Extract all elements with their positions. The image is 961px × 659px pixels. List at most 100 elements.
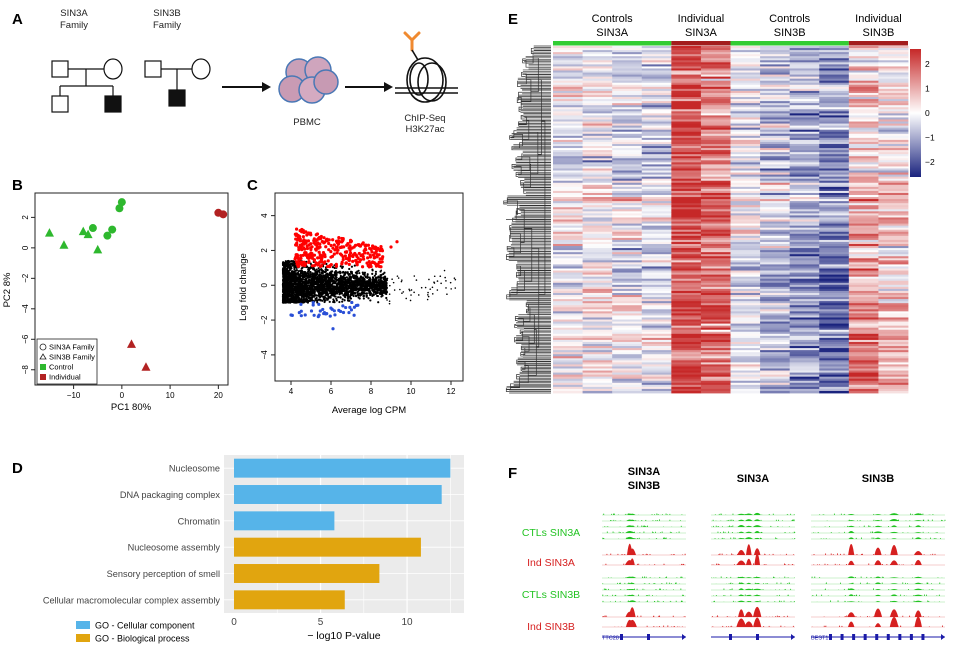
ma-point	[409, 299, 412, 302]
ma-point	[300, 278, 303, 281]
ma-point	[388, 293, 391, 295]
heatmap-cells	[553, 46, 909, 394]
ma-point	[292, 292, 296, 296]
pca-plot-frame	[34, 192, 229, 386]
ma-point	[354, 295, 358, 298]
ma-point	[433, 275, 436, 278]
ma-point	[453, 277, 456, 279]
ma-point	[341, 265, 344, 268]
ma-point	[322, 288, 325, 291]
ma-point	[350, 265, 354, 268]
ma-point	[341, 271, 344, 274]
pca-point-triangle	[141, 362, 151, 371]
ma-point	[306, 289, 309, 292]
ma-point	[338, 300, 341, 304]
ma-point	[290, 259, 293, 263]
ma-point	[363, 271, 367, 274]
ma-point	[328, 296, 331, 299]
ma-point	[413, 291, 415, 294]
pca-x-axis-label: PC1 80%	[111, 402, 152, 413]
ma-point	[321, 299, 324, 302]
pca-point-triangle	[93, 244, 103, 254]
heatmap-group-bar	[730, 41, 849, 46]
ma-point	[365, 284, 368, 287]
ma-point	[366, 273, 369, 276]
pca-point-circle	[103, 231, 112, 240]
ma-point	[449, 281, 452, 284]
ma-point	[450, 288, 452, 290]
ma-point-up	[362, 257, 366, 261]
ma-point	[334, 295, 337, 298]
ma-point	[294, 296, 297, 299]
ma-point	[316, 301, 319, 304]
ma-point	[289, 266, 293, 269]
ma-point	[335, 289, 338, 293]
ma-points	[281, 227, 457, 331]
ma-point	[349, 297, 353, 300]
ma-point	[285, 268, 288, 271]
ma-point	[359, 284, 362, 287]
ma-point-up	[316, 263, 320, 267]
ma-point	[385, 282, 388, 285]
ma-point	[383, 288, 386, 291]
ma-point	[315, 285, 318, 288]
ma-point	[335, 297, 338, 300]
go-category-label: Nucleosome	[169, 464, 220, 474]
ma-point-up	[324, 245, 328, 249]
panel-label-d: D	[12, 460, 23, 477]
pca-y-tick-label: −6	[21, 334, 30, 344]
ma-point	[327, 276, 330, 279]
ma-point-up	[323, 260, 327, 264]
ma-point	[285, 295, 288, 298]
ma-x-tick-label: 4	[289, 387, 294, 396]
ma-point	[328, 291, 332, 295]
heatmap-group-label: Controls	[592, 13, 633, 25]
ma-point	[293, 267, 296, 271]
ma-point	[286, 292, 289, 296]
ma-point	[321, 277, 324, 280]
ma-point	[315, 268, 318, 271]
ma-point	[357, 296, 360, 299]
ma-point-up	[300, 248, 304, 252]
ma-point	[300, 298, 303, 301]
ma-point-up	[343, 250, 348, 254]
ma-point	[358, 292, 361, 295]
ma-point	[371, 279, 374, 283]
heatmap-group-label: SIN3A	[596, 27, 628, 39]
ma-point	[370, 283, 373, 286]
ma-point-up	[370, 260, 375, 264]
ma-point	[301, 289, 304, 292]
ma-point-down	[341, 304, 345, 308]
ma-point	[339, 292, 342, 295]
ma-point-up	[294, 227, 299, 231]
ma-point	[297, 270, 300, 273]
pedigree-father	[51, 60, 69, 78]
go-bar	[234, 458, 451, 478]
ma-point-down	[354, 303, 359, 308]
ma-point	[369, 293, 372, 297]
arrow-1	[222, 82, 271, 92]
ma-point-up	[360, 265, 365, 269]
family-b-label-line1: SIN3B	[153, 8, 180, 19]
ma-point	[316, 283, 319, 286]
ma-point	[342, 286, 345, 289]
legend-individual-swatch	[40, 374, 46, 380]
ma-point	[385, 286, 389, 290]
ma-point	[427, 291, 429, 294]
ma-point	[357, 287, 360, 290]
ma-point-up	[312, 263, 317, 268]
pedigree-sin3a	[51, 58, 123, 113]
ma-point	[389, 284, 391, 287]
ma-point	[346, 296, 350, 300]
go-x-tick-label: 0	[231, 617, 237, 628]
ma-x-axis-label: Average log CPM	[332, 405, 406, 416]
panel-label-a: A	[12, 11, 23, 28]
ma-point	[339, 272, 342, 275]
ma-point	[320, 269, 324, 272]
ma-point	[351, 290, 354, 294]
ma-point	[380, 289, 383, 292]
heatmap-group-label: Individual	[855, 13, 901, 25]
